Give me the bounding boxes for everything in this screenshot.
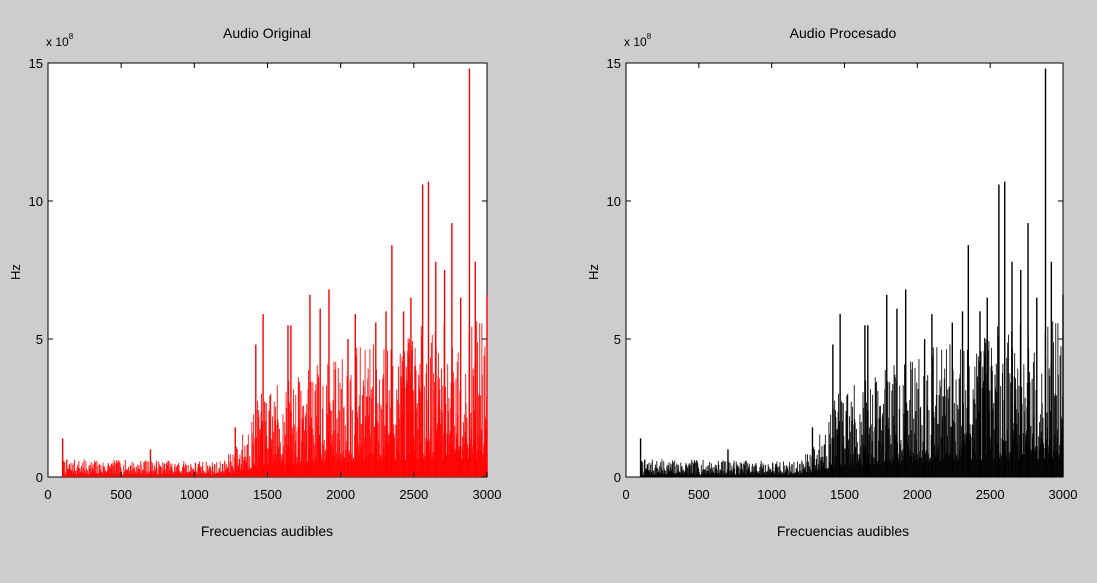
chart-title: Audio Original [223, 25, 311, 41]
x-tick-label: 2500 [976, 487, 1005, 502]
x-tick-label: 2000 [903, 487, 932, 502]
subplot-audio-original: 0 500 1000 1500 2000 2500 3000 0 5 10 15 Audio Ori… [8, 25, 501, 539]
x-tick-label: 0 [622, 487, 629, 502]
y-tick-label: 15 [29, 56, 43, 71]
y-tick-label: 5 [36, 332, 43, 347]
y-tick-label: 0 [36, 470, 43, 485]
x-tick-label: 3000 [1049, 487, 1078, 502]
y-tick-label: 15 [607, 56, 621, 71]
spectrum-marks [61, 68, 488, 477]
x-tick-label: 3000 [473, 487, 502, 502]
exponent-label: x 108 [46, 32, 74, 49]
x-tick-label: 1500 [830, 487, 859, 502]
y-tick-label: 5 [614, 332, 621, 347]
x-tick-label: 1500 [253, 487, 282, 502]
y-tick-label: 0 [614, 470, 621, 485]
x-axis-label: Frecuencias audibles [777, 523, 909, 539]
x-tick-label: 1000 [180, 487, 209, 502]
y-axis-label: Hz [8, 264, 23, 280]
y-tick-label: 10 [607, 194, 621, 209]
spectrum-marks [639, 68, 1064, 477]
y-tick-label: 10 [29, 194, 43, 209]
x-tick-label: 500 [110, 487, 132, 502]
x-tick-label: 2500 [399, 487, 428, 502]
subplot-audio-procesado: 0 500 1000 1500 2000 2500 3000 0 5 10 15 Audio Pro… [586, 25, 1077, 539]
axis-ticks: 0 500 1000 1500 2000 2500 3000 0 5 10 15 [607, 56, 1078, 502]
exponent-base: x 10 [624, 35, 647, 49]
exponent-power: 8 [69, 32, 74, 41]
y-axis-label: Hz [586, 264, 601, 280]
x-tick-label: 500 [688, 487, 710, 502]
exponent-label: x 108 [624, 32, 652, 49]
x-tick-label: 2000 [326, 487, 355, 502]
axis-ticks: 0 500 1000 1500 2000 2500 3000 0 5 10 15 [29, 56, 502, 502]
exponent-base: x 10 [46, 35, 69, 49]
x-axis-label: Frecuencias audibles [201, 523, 333, 539]
chart-title: Audio Procesado [790, 25, 897, 41]
x-tick-label: 0 [44, 487, 51, 502]
exponent-power: 8 [647, 32, 652, 41]
x-tick-label: 1000 [757, 487, 786, 502]
